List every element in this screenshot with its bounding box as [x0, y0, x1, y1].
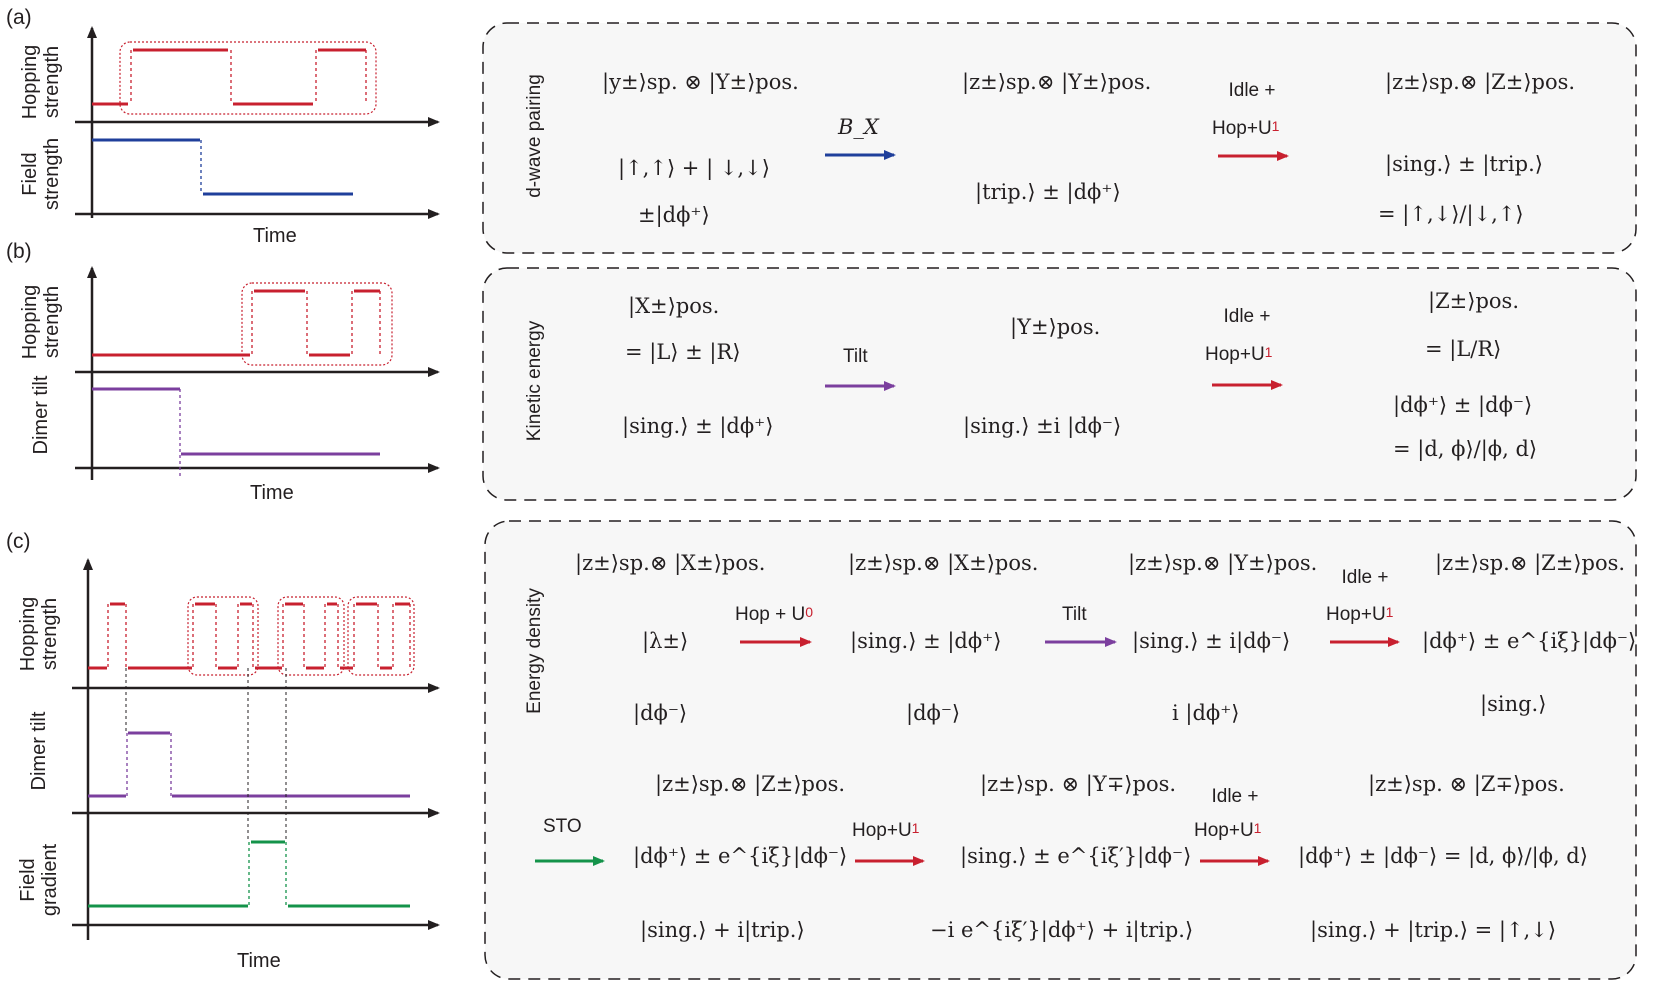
c1-s3-line2: |sing.⟩ ± i|dϕ⁻⟩ — [1132, 629, 1291, 653]
b-s3-line1: |Z±⟩pos. — [1428, 289, 1519, 313]
c2-s1-line1: |z±⟩sp.⊗ |Z±⟩pos. — [655, 772, 846, 796]
b-op1: Tilt — [843, 346, 868, 367]
c1-s2-line2: |sing.⟩ ± |dϕ⁺⟩ — [850, 629, 1002, 653]
c2-s2-line3: −i e^{iξ′}|dϕ⁺⟩ + i|trip.⟩ — [930, 918, 1194, 942]
panel-b-tag: (b) — [6, 240, 32, 263]
c2-s3-line2: |dϕ⁺⟩ ± |dϕ⁻⟩ = |d, ϕ⟩/|ϕ, d⟩ — [1298, 844, 1588, 868]
a-s1-line3: ±|dϕ⁺⟩ — [638, 203, 710, 227]
c-tilt-trace — [88, 731, 410, 798]
b-ylabel-tilt: Dimer tilt — [30, 375, 52, 455]
c-hop-box-1 — [187, 596, 259, 676]
c-gradient-trace — [88, 840, 410, 908]
a-s2-line2: |trip.⟩ ± |dϕ⁺⟩ — [975, 180, 1121, 204]
panel-a-tag: (a) — [6, 6, 32, 29]
c2-op2-line2: Hop+U1 — [1194, 820, 1262, 841]
box-c-title: Energy density — [524, 588, 545, 714]
b-s2-line2: |sing.⟩ ±i |dϕ⁻⟩ — [963, 414, 1122, 438]
box-c — [484, 520, 1637, 980]
c1-op3-line2: Hop+U1 — [1326, 604, 1394, 625]
b-tilt-trace — [92, 387, 380, 456]
b-s3-line3: |dϕ⁺⟩ ± |dϕ⁻⟩ — [1393, 393, 1533, 417]
b-op2-line2: Hop+U1 — [1205, 344, 1273, 365]
c2-s1-line3: |sing.⟩ + i|trip.⟩ — [640, 918, 805, 942]
b-s1-line1: |X±⟩pos. — [628, 294, 720, 318]
box-b — [482, 267, 1637, 501]
b-s3-line2: = |L/R⟩ — [1425, 337, 1502, 361]
a-op1: B_X — [838, 115, 879, 139]
b-s3-line4: = |d, ϕ⟩/|ϕ, d⟩ — [1393, 437, 1538, 461]
a-ylabel-field: Field strength — [19, 137, 63, 211]
box-a-title: d-wave pairing — [524, 74, 545, 198]
c2-s2-line2: |sing.⟩ ± e^{iξ′}|dϕ⁻⟩ — [960, 844, 1192, 868]
box-a — [482, 22, 1637, 254]
b-s1-line3: |sing.⟩ ± |dϕ⁺⟩ — [622, 414, 774, 438]
c2-op2-line1: Idle + — [1211, 786, 1259, 807]
b-hop-box — [241, 282, 393, 366]
b-xlabel: Time — [250, 482, 294, 504]
c2-s1-line2: |dϕ⁺⟩ ± e^{iξ}|dϕ⁻⟩ — [633, 844, 848, 868]
c-xlabel: Time — [237, 950, 281, 972]
c1-op2: Tilt — [1062, 604, 1087, 625]
c1-s2-line1: |z±⟩sp.⊗ |X±⟩pos. — [848, 551, 1039, 575]
a-s2-line1: |z±⟩sp.⊗ |Y±⟩pos. — [962, 70, 1152, 94]
b-s1-line2: = |L⟩ ± |R⟩ — [625, 340, 741, 364]
a-xlabel: Time — [253, 225, 297, 247]
c-ylabel-tilt: Dimer tilt — [28, 711, 50, 791]
box-b-title: Kinetic energy — [524, 320, 545, 442]
c1-op1: Hop + U0 — [735, 604, 814, 625]
c1-s1-line1: |z±⟩sp.⊗ |X±⟩pos. — [575, 551, 766, 575]
b-s2-line1: |Y±⟩pos. — [1010, 315, 1101, 339]
c2-s2-line1: |z±⟩sp. ⊗ |Y∓⟩pos. — [980, 772, 1177, 796]
c1-s2-line3: |dϕ⁻⟩ — [906, 701, 961, 725]
c-ylabel-grad: Field gradient — [17, 843, 61, 917]
a-hop-box — [119, 41, 377, 115]
a-hop-trace — [92, 48, 366, 106]
c1-s4-line3: |sing.⟩ — [1480, 692, 1547, 716]
c1-op3-line1: Idle + — [1341, 567, 1389, 588]
a-ylabel-hop: Hopping strength — [19, 44, 63, 120]
a-s1-line2: |↑,↑⟩ + | ↓,↓⟩ — [618, 156, 770, 180]
a-op2-line1: Idle + — [1228, 80, 1276, 101]
c1-s1-line3: |dϕ⁻⟩ — [633, 701, 688, 725]
c2-s3-line1: |z±⟩sp. ⊗ |Z∓⟩pos. — [1368, 772, 1565, 796]
a-s3-line2: |sing.⟩ ± |trip.⟩ — [1385, 152, 1543, 176]
c2-s3-line3: |sing.⟩ + |trip.⟩ = |↑,↓⟩ — [1310, 918, 1557, 942]
c-hop-trace — [88, 602, 410, 670]
c-ylabel-hop: Hopping strength — [17, 596, 61, 672]
a-field-trace — [92, 138, 353, 196]
panel-c-tag: (c) — [6, 530, 31, 553]
c2-op1: Hop+U1 — [852, 820, 920, 841]
b-op2-line1: Idle + — [1223, 306, 1271, 327]
c1-s3-line1: |z±⟩sp.⊗ |Y±⟩pos. — [1128, 551, 1318, 575]
a-s3-line1: |z±⟩sp.⊗ |Z±⟩pos. — [1385, 70, 1576, 94]
a-s3-line3: = |↑,↓⟩/|↓,↑⟩ — [1378, 202, 1524, 226]
c2-op0: STO — [543, 816, 582, 837]
a-s1-line1: |y±⟩sp. ⊗ |Y±⟩pos. — [602, 70, 799, 94]
c-hop-box-2 — [277, 596, 345, 676]
a-op2-line2: Hop+U1 — [1212, 118, 1280, 139]
b-hop-trace — [92, 289, 380, 357]
c1-s3-line3: i |dϕ⁺⟩ — [1172, 701, 1240, 725]
c1-s4-line1: |z±⟩sp.⊗ |Z±⟩pos. — [1435, 551, 1626, 575]
c1-s4-line2: |dϕ⁺⟩ ± e^{iξ}|dϕ⁻⟩ — [1422, 629, 1637, 653]
c-hop-box-3 — [347, 596, 415, 676]
c1-s1-line2: |λ±⟩ — [642, 629, 689, 653]
b-ylabel-hop: Hopping strength — [19, 284, 63, 360]
